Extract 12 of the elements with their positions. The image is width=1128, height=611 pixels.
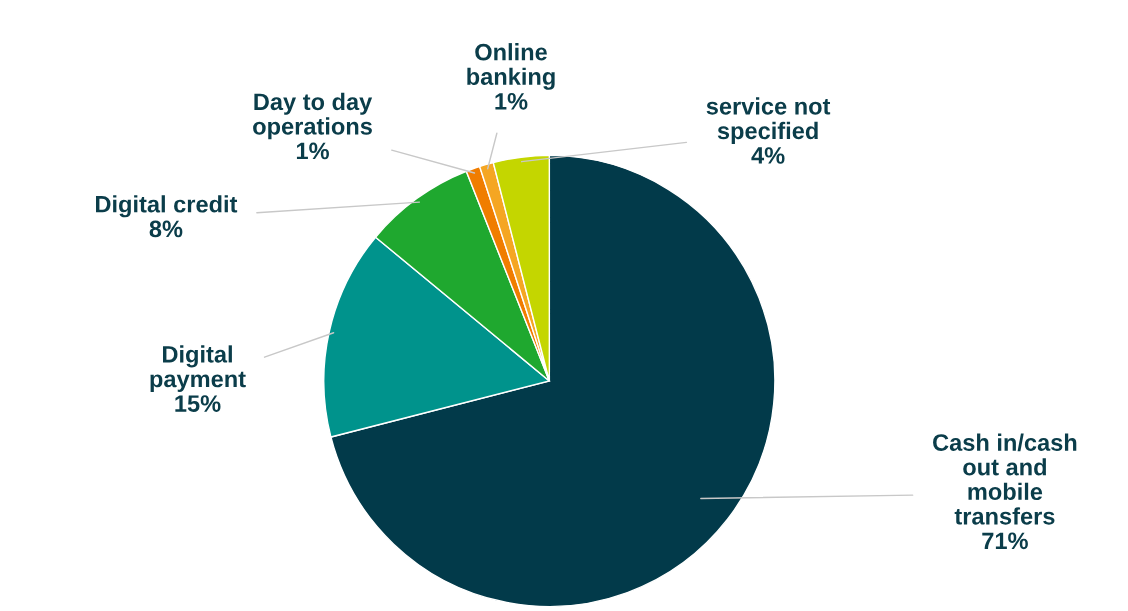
slice-label: Online banking: [467, 43, 555, 90]
data-label: 4%: [751, 147, 785, 164]
slice-label: Digital payment: [150, 345, 246, 393]
data-label: 71%: [982, 532, 1028, 550]
data-label: 1%: [495, 93, 528, 110]
slice-label: Digital credit: [96, 195, 238, 218]
slice-label: Day to day operations: [253, 92, 373, 140]
data-label: 15%: [175, 395, 221, 412]
data-label: 8%: [149, 220, 183, 238]
slice-label: service not specified: [706, 97, 831, 144]
data-label: 1%: [296, 142, 329, 160]
slice-label: Cash in/cash out and mobile transfers: [933, 433, 1077, 525]
